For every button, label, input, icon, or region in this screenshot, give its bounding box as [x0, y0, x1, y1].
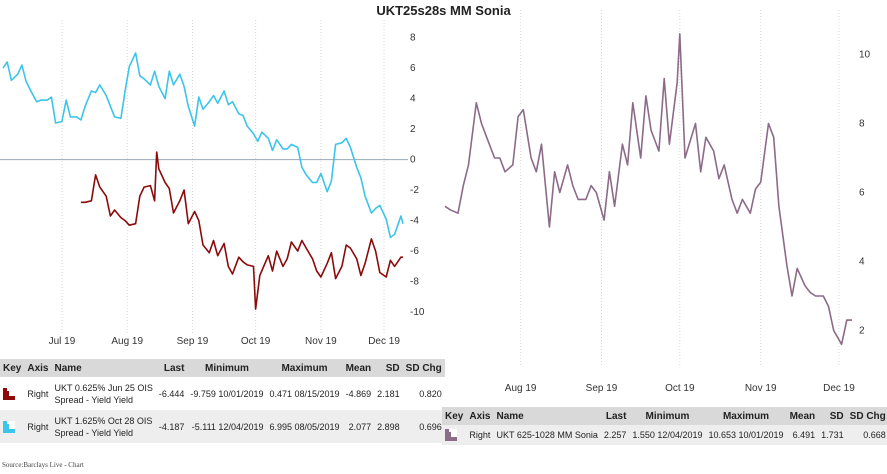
header-minimum: Minimum [629, 407, 706, 425]
name-line-1: UKT 0.625% Jun 25 OIS [54, 382, 153, 393]
name-cell: UKT 0.625% Jun 25 OIS Spread - Yield Yie… [51, 377, 155, 410]
x-tick-label: Sep 19 [177, 336, 209, 347]
name-line-2: Spread - Yield Yield [54, 394, 134, 405]
series-key-swatch[interactable] [0, 410, 25, 443]
header-last: Last [155, 359, 188, 377]
y-tick-label: 4 [859, 257, 865, 268]
last-cell: -6.444 [158, 388, 185, 399]
x-tick-label: Nov 19 [745, 383, 777, 394]
series-line [444, 32, 852, 346]
left-legend-table: Key Axis Name Last Minimum Maximum Mean … [0, 359, 445, 443]
right-table-header: Key Axis Name Last Minimum Maximum Mean … [442, 407, 887, 425]
x-tick-label: Oct 19 [665, 383, 695, 394]
header-axis: Axis [24, 359, 52, 377]
header-mean: Mean [342, 359, 375, 377]
table-row: Right UKT 625-1028 MM Sonia 2.257 1.550 … [442, 425, 887, 445]
y-tick-label: 10 [859, 50, 871, 61]
last-cell: 2.257 [600, 425, 630, 445]
y-tick-label: -4 [410, 216, 419, 227]
y-tick-label: 8 [410, 33, 416, 44]
header-last: Last [600, 407, 630, 425]
source-note: Source:Barclays Live - Chart [2, 461, 84, 469]
sd-chg-cell: 0.820 [419, 388, 442, 399]
minimum-cell: -5.111 12/04/2019 [187, 410, 267, 443]
name-cell: UKT 625-1028 MM Sonia [493, 425, 601, 445]
axis-cell: Right [24, 410, 52, 443]
y-tick-label: 4 [410, 94, 416, 105]
header-axis: Axis [466, 407, 494, 425]
chart-left: 8 6 4 2 0 -2 -4 -6 -8 -10 Jul 19 Aug 19 Sep 19 Oct 1… [0, 20, 425, 347]
mean-cell: 6.491 [786, 425, 819, 445]
sd-chg-cell: 0.668 [846, 425, 887, 445]
maximum-cell: 0.471 08/15/2019 [269, 388, 340, 399]
series-line [80, 151, 403, 310]
x-tick-label: Dec 19 [823, 383, 855, 394]
maximum-cell: 6.995 08/05/2019 [266, 410, 343, 443]
minimum-cell: 1.550 12/04/2019 [629, 425, 706, 445]
axis-cell: Right [27, 388, 49, 399]
y-tick-label: 0 [410, 155, 416, 166]
header-maximum: Maximum [266, 359, 343, 377]
x-tick-label: Aug 19 [111, 336, 143, 347]
series-key-swatch[interactable] [0, 377, 24, 410]
y-tick-label: 6 [859, 188, 865, 199]
table-row: Right UKT 1.625% Oct 28 OIS Spread - Yie… [0, 410, 445, 443]
y-tick-label: -10 [410, 307, 425, 318]
x-tick-label: Sep 19 [586, 383, 618, 394]
sd-cell: 2.181 [377, 388, 400, 399]
header-key: Key [442, 407, 467, 425]
header-maximum: Maximum [705, 407, 787, 425]
header-minimum: Minimum [187, 359, 267, 377]
right-legend-table: Key Axis Name Last Minimum Maximum Mean … [442, 407, 887, 445]
table-row: Right UKT 0.625% Jun 25 OIS Spread - Yie… [0, 377, 445, 410]
mean-cell: -4.869 [345, 388, 372, 399]
name-line-2: Spread - Yield Yield [54, 427, 134, 438]
y-tick-label: 2 [410, 124, 416, 135]
y-tick-label: 8 [859, 119, 865, 130]
header-sd: SD [818, 407, 847, 425]
last-cell: -4.187 [155, 410, 188, 443]
header-sd-chg: SD Chg [846, 407, 887, 425]
page-title: UKT25s28s MM Sonia [376, 3, 511, 18]
sd-cell: 2.898 [374, 410, 403, 443]
name-line-1: UKT 1.625% Oct 28 OIS [54, 415, 153, 426]
x-tick-label: Aug 19 [505, 383, 537, 394]
name-cell: UKT 1.625% Oct 28 OIS Spread - Yield Yie… [51, 410, 156, 443]
header-key: Key [0, 359, 25, 377]
mean-cell: 2.077 [342, 410, 375, 443]
sd-chg-cell: 0.696 [402, 410, 445, 443]
header-sd-chg: SD Chg [402, 359, 445, 377]
series-line [2, 52, 404, 239]
chart-right: 10 8 6 4 2 Aug 19 Sep 19 Oct 19 Nov 19 Dec 19 [444, 10, 871, 394]
header-mean: Mean [786, 407, 819, 425]
header-name: Name [493, 407, 601, 425]
y-tick-label: -6 [410, 246, 419, 257]
x-tick-label: Nov 19 [305, 336, 337, 347]
x-tick-label: Oct 19 [241, 336, 271, 347]
sd-cell: 1.731 [818, 425, 847, 445]
header-sd: SD [374, 359, 403, 377]
y-tick-label: 2 [859, 326, 865, 337]
series-key-swatch[interactable] [442, 425, 467, 445]
x-tick-label: Jul 19 [49, 336, 76, 347]
left-table-header: Key Axis Name Last Minimum Maximum Mean … [0, 359, 445, 377]
y-tick-label: -8 [410, 277, 419, 288]
axis-cell: Right [466, 425, 494, 445]
x-tick-label: Dec 19 [368, 336, 400, 347]
minimum-cell: -9.759 10/01/2019 [190, 388, 264, 399]
header-name: Name [51, 359, 156, 377]
maximum-cell: 10.653 10/01/2019 [705, 425, 787, 445]
y-tick-label: -2 [410, 185, 419, 196]
y-tick-label: 6 [410, 63, 416, 74]
